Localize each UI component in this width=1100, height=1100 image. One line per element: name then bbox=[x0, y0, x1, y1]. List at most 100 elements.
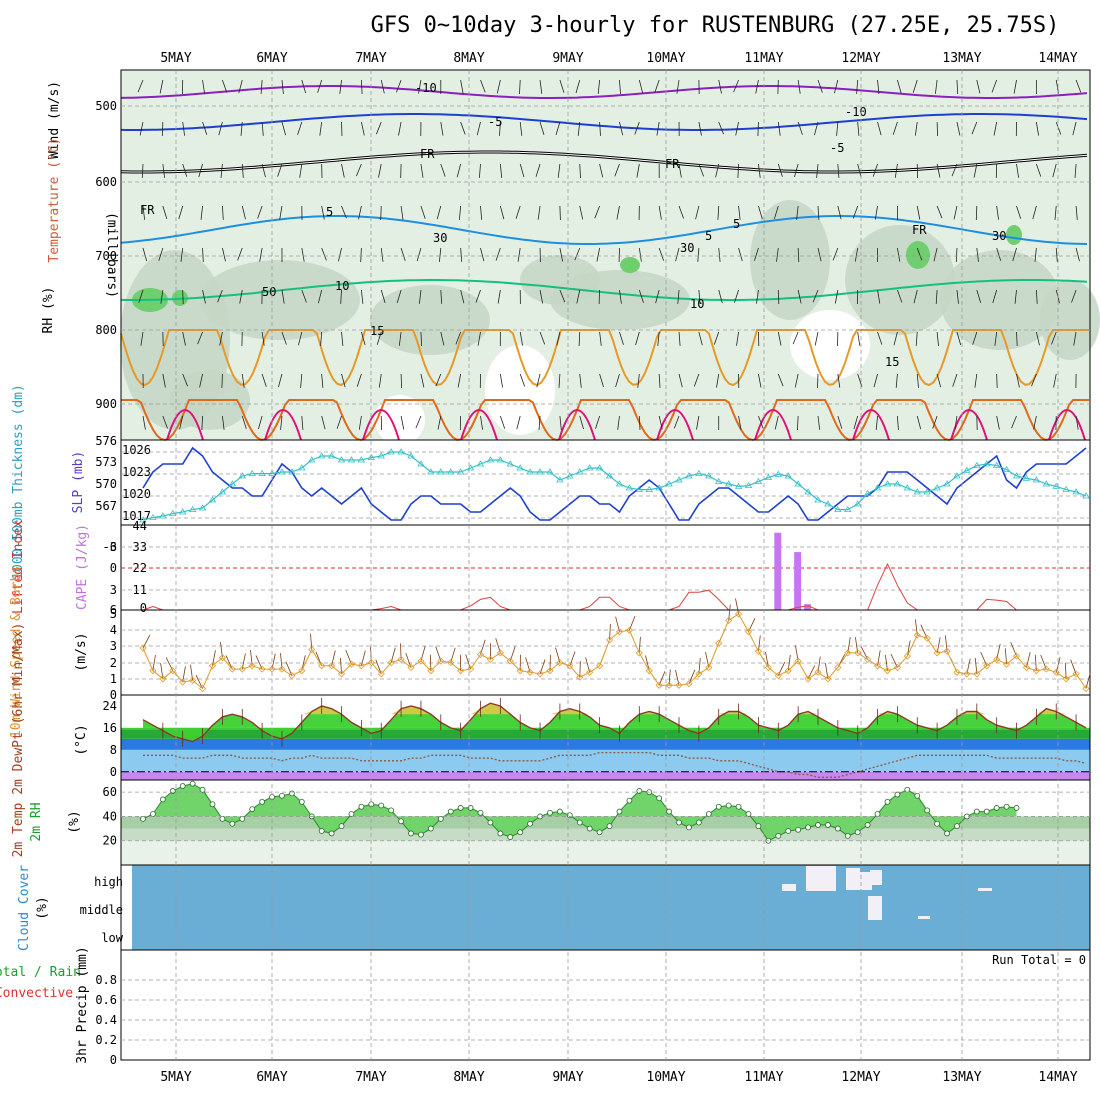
temp-band-subzero bbox=[121, 771, 1090, 780]
upper-barb bbox=[992, 289, 998, 304]
upper-barb bbox=[935, 289, 938, 304]
upper-barb bbox=[996, 247, 1002, 261]
upper-barb bbox=[162, 163, 165, 178]
upper-barb bbox=[736, 331, 739, 346]
upper-barb bbox=[956, 121, 961, 136]
upper-barb bbox=[698, 121, 702, 136]
cloud-level-0: high bbox=[94, 875, 123, 889]
ylabel-temp2m-unit: (°C) bbox=[74, 724, 89, 755]
rh-marker bbox=[725, 802, 732, 809]
upper-barb bbox=[159, 79, 164, 94]
wind-marker bbox=[298, 667, 306, 675]
cloud-patch-4 bbox=[868, 896, 882, 920]
upper-barb bbox=[559, 289, 566, 303]
upper-barb bbox=[774, 205, 779, 220]
wind-marker bbox=[973, 670, 981, 678]
rh-marker bbox=[507, 834, 514, 840]
rh-marker bbox=[775, 832, 782, 839]
upper-barb bbox=[460, 247, 463, 262]
upper-barb bbox=[241, 373, 245, 388]
cape-tick-3: 11 bbox=[133, 583, 147, 597]
upper-barb bbox=[557, 163, 561, 178]
upper-barb bbox=[300, 373, 303, 388]
upper-barb bbox=[654, 79, 660, 93]
upper-barb bbox=[278, 373, 283, 388]
rh-dry-2 bbox=[375, 395, 425, 445]
rh-tick-2: 60 bbox=[103, 785, 117, 799]
upper-barb bbox=[774, 415, 779, 430]
precip-tick-1: 0.2 bbox=[95, 1033, 117, 1047]
ylabel-rh2m: 2m RH bbox=[29, 802, 44, 841]
upper-barb bbox=[912, 79, 918, 93]
thickness-marker bbox=[774, 470, 782, 477]
rh-marker bbox=[249, 806, 256, 813]
upper-barb bbox=[202, 247, 204, 263]
upper-barb bbox=[916, 247, 923, 261]
thickness-marker bbox=[536, 468, 544, 475]
wind-marker bbox=[328, 662, 336, 670]
thickness-marker bbox=[625, 484, 634, 491]
upper-barb bbox=[279, 205, 283, 220]
chart-title: GFS 0~10day 3-hourly for RUSTENBURG (27.… bbox=[371, 13, 1060, 38]
thickness-marker bbox=[258, 469, 266, 476]
upper-barb bbox=[535, 163, 541, 177]
thickness-marker bbox=[863, 489, 872, 496]
upper-barb bbox=[935, 79, 938, 94]
wind-marker bbox=[357, 662, 365, 670]
rh-marker bbox=[298, 798, 305, 805]
upper-barb bbox=[913, 289, 918, 304]
upper-barb bbox=[595, 415, 600, 429]
thickness-marker bbox=[208, 496, 217, 503]
upper-barb bbox=[281, 79, 284, 94]
rh-cloud-2 bbox=[370, 285, 490, 355]
rh-marker bbox=[815, 822, 821, 828]
wind-marker bbox=[228, 665, 236, 673]
thickness-marker bbox=[933, 484, 941, 491]
upper-barb bbox=[596, 247, 601, 262]
wind-marker bbox=[635, 649, 643, 657]
rh-marker bbox=[844, 832, 851, 839]
upper-barb bbox=[936, 163, 941, 178]
wind-marker bbox=[963, 670, 971, 678]
date-top-5: 10MAY bbox=[646, 51, 685, 66]
upper-barb bbox=[579, 205, 584, 220]
upper-barb bbox=[519, 331, 523, 346]
wind-marker bbox=[665, 681, 673, 689]
wind-marker bbox=[715, 639, 723, 647]
date-bottom-1: 6MAY bbox=[256, 1070, 287, 1085]
thickness-marker bbox=[1012, 472, 1021, 479]
upper-barb bbox=[777, 163, 783, 177]
upper-barb bbox=[576, 289, 581, 304]
upper-barb bbox=[455, 331, 462, 345]
upper-barb bbox=[638, 289, 644, 303]
rh-marker bbox=[140, 815, 146, 822]
upper-barb bbox=[476, 121, 481, 136]
wind-marker bbox=[1003, 660, 1011, 668]
upper-barb bbox=[1075, 415, 1079, 430]
date-top-9: 14MAY bbox=[1038, 51, 1077, 66]
contour-label-6: FR bbox=[140, 203, 155, 217]
mb-tick-0: 500 bbox=[95, 99, 117, 113]
upper-barb bbox=[973, 163, 978, 178]
contour-label-0: -10 bbox=[415, 81, 437, 95]
upper-barb bbox=[360, 79, 363, 95]
upper-barb bbox=[854, 247, 859, 262]
temp-line bbox=[142, 702, 1087, 743]
rh-marker bbox=[983, 808, 990, 815]
date-bottom-4: 9MAY bbox=[552, 1070, 583, 1085]
rh-marker bbox=[795, 826, 802, 833]
ylabel-rh: RH (%) bbox=[41, 287, 56, 334]
thickness-marker bbox=[893, 480, 902, 487]
contour-label-15: 30 bbox=[433, 231, 447, 245]
mb-tick-3: 800 bbox=[95, 323, 117, 337]
thickness-marker bbox=[387, 448, 395, 455]
rh-marker bbox=[944, 830, 950, 837]
upper-barb bbox=[599, 121, 601, 136]
ylabel-cloud: Cloud Cover bbox=[17, 865, 32, 951]
rh-marker bbox=[825, 822, 831, 828]
upper-barb bbox=[281, 331, 287, 345]
upper-barb bbox=[539, 289, 543, 304]
thickness-marker bbox=[675, 476, 683, 483]
rh-tick-0: 20 bbox=[103, 834, 117, 848]
thickness-marker bbox=[973, 461, 981, 468]
